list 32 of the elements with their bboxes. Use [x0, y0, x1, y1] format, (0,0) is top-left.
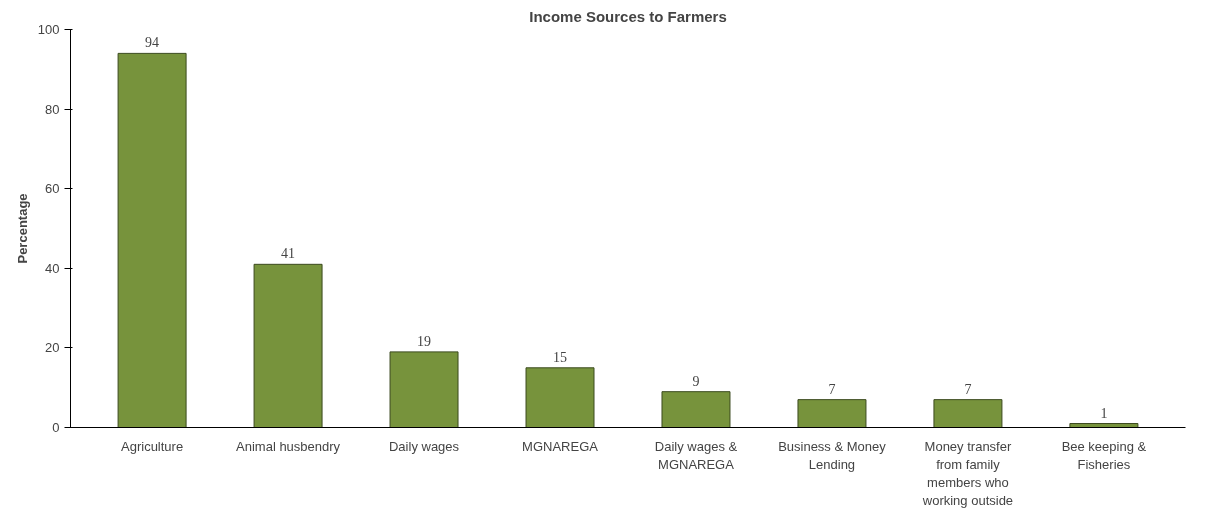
bar	[661, 391, 731, 428]
y-tick-label: 80	[45, 101, 60, 117]
data-label: 7	[964, 381, 972, 397]
bar	[1069, 423, 1139, 428]
y-tick-label: 60	[45, 181, 60, 197]
bar	[117, 52, 187, 428]
data-label: 9	[692, 373, 700, 389]
x-tick-label: Agriculture	[121, 438, 184, 454]
data-label: 1	[1100, 405, 1108, 421]
y-tick-label: 0	[52, 420, 60, 435]
data-label: 94	[145, 35, 160, 51]
data-label: 7	[828, 381, 836, 397]
x-tick-label: MGNAREGA	[522, 438, 599, 454]
y-tick-label: 40	[45, 260, 60, 276]
x-tick-label: Daily wages & MGNAREGA	[654, 438, 738, 472]
x-tick-label: Money transfer from family members who working outside	[921, 438, 1014, 508]
bar	[933, 399, 1003, 428]
x-tick-label: Animal husbendry	[236, 438, 341, 454]
x-tick-label: Bee keeping & Fisheries	[1061, 438, 1147, 472]
y-tick-label: 20	[45, 340, 60, 356]
data-label: 19	[417, 333, 432, 349]
chart-title: Income Sources to Farmers	[529, 7, 727, 25]
bar	[253, 263, 323, 428]
x-tick-label: Daily wages	[388, 438, 460, 454]
y-tick-label: 100	[37, 22, 60, 37]
bar	[525, 367, 595, 428]
data-label: 15	[553, 349, 568, 365]
x-tick-label: Business & Money Lending	[778, 438, 887, 472]
bar	[797, 399, 867, 428]
data-label: 41	[281, 246, 296, 262]
bar	[389, 351, 459, 428]
y-axis-title: Percentage	[14, 193, 30, 264]
